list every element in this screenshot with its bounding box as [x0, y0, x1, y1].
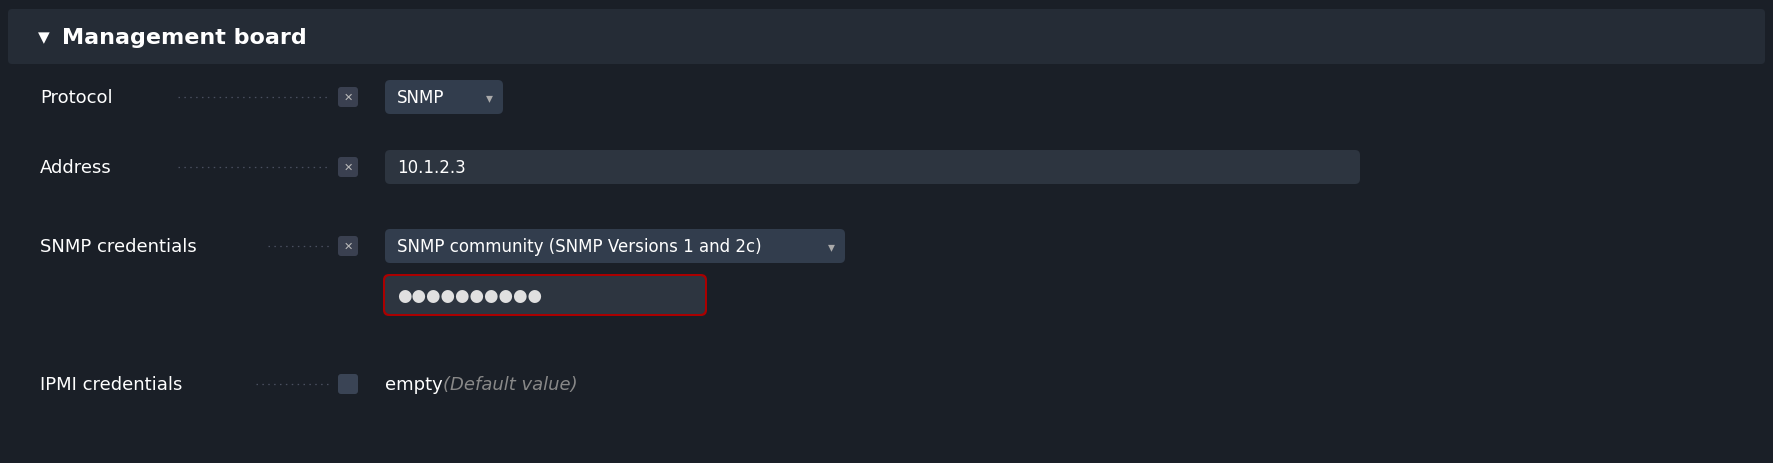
- FancyBboxPatch shape: [9, 10, 1764, 65]
- Text: SNMP community (SNMP Versions 1 and 2c): SNMP community (SNMP Versions 1 and 2c): [397, 238, 762, 256]
- FancyBboxPatch shape: [339, 88, 358, 108]
- Text: Address: Address: [41, 159, 112, 176]
- Text: ●●●●●●●●●●: ●●●●●●●●●●: [397, 287, 543, 304]
- Text: ✕: ✕: [344, 242, 353, 251]
- Text: ▾: ▾: [828, 239, 835, 253]
- FancyBboxPatch shape: [385, 276, 706, 314]
- Text: Management board: Management board: [62, 27, 307, 47]
- Text: (Default value): (Default value): [443, 375, 578, 393]
- Text: ▾: ▾: [486, 91, 493, 105]
- Text: ▼: ▼: [37, 30, 50, 45]
- FancyBboxPatch shape: [385, 150, 1360, 185]
- Text: Protocol: Protocol: [41, 89, 113, 107]
- Text: ✕: ✕: [344, 93, 353, 103]
- FancyBboxPatch shape: [339, 374, 358, 394]
- Text: IPMI credentials: IPMI credentials: [41, 375, 183, 393]
- FancyBboxPatch shape: [339, 237, 358, 257]
- Text: SNMP credentials: SNMP credentials: [41, 238, 197, 256]
- FancyBboxPatch shape: [385, 81, 504, 115]
- Text: ✕: ✕: [344, 163, 353, 173]
- FancyBboxPatch shape: [383, 275, 707, 316]
- Text: empty: empty: [385, 375, 443, 393]
- Text: 10.1.2.3: 10.1.2.3: [397, 159, 466, 176]
- FancyBboxPatch shape: [339, 158, 358, 178]
- FancyBboxPatch shape: [385, 230, 846, 263]
- Text: SNMP: SNMP: [397, 89, 445, 107]
